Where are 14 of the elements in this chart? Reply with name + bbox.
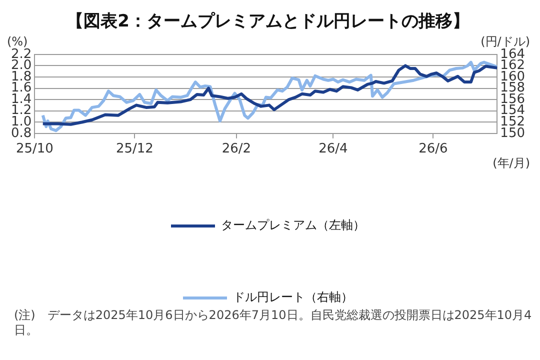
y2-tick-label: 150 xyxy=(500,126,526,141)
legend-label: タームプレミアム（左軸） xyxy=(221,218,365,232)
x-tick-label: 26/4 xyxy=(318,142,348,157)
y-axis-title: (%) xyxy=(6,34,28,49)
x-tick-label: 26/2 xyxy=(222,142,252,157)
x-tick-label: 25/10 xyxy=(16,142,54,157)
y2-axis-title: (円/ドル) xyxy=(480,34,530,49)
y-tick-label: 0.8 xyxy=(10,126,32,141)
x-tick-label: 26/6 xyxy=(418,142,448,157)
text: (注) データは2025年10月6日から2026年7月10日。自民党総裁選の投開票日は2025年10月4日。 xyxy=(13,308,532,338)
chart-title: 【図表2：タームプレミアムとドル円レートの推移】 xyxy=(66,12,470,32)
x-axis-title: (年/月) xyxy=(492,156,530,170)
x-tick-label: 25/12 xyxy=(116,142,154,157)
legend-label: ドル円レート（右軸） xyxy=(233,290,353,304)
